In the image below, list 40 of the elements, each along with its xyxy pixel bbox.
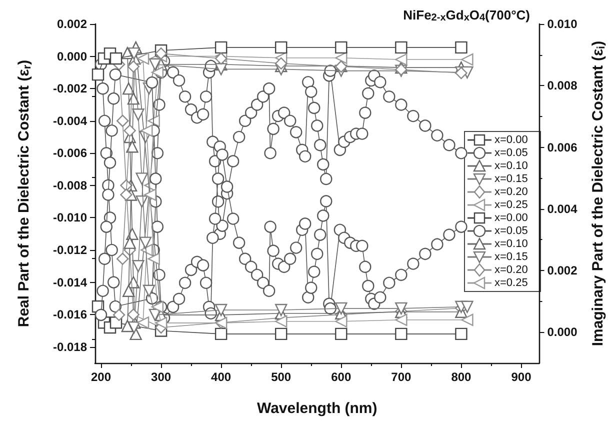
y-tick-label: -0.008: [52, 178, 88, 192]
y-tick-label: -0.002: [52, 82, 88, 96]
x-tick-label: 300: [151, 370, 172, 384]
y-tick-label: -0.012: [52, 243, 88, 257]
y2-axis-title: Imaginary Part of the Dielectric Costant (εi): [590, 40, 608, 346]
x-tick-label: 700: [391, 370, 412, 384]
x-axis-title: Wavelength (nm): [256, 400, 378, 417]
legend-label: x=0.10: [494, 238, 528, 250]
y-tick-label: -0.010: [52, 210, 88, 225]
y2-tick-label: 0.006: [547, 140, 578, 154]
y-tick-label: 0.000: [56, 49, 88, 64]
y-tick-label: -0.006: [52, 146, 88, 160]
legend-label: x=0.15: [494, 173, 528, 185]
x-tick-label: 400: [211, 370, 232, 384]
legend-label: x=0.05: [494, 225, 528, 237]
legend-label: x=0.20: [494, 186, 528, 198]
x-tick-label: 500: [271, 370, 292, 384]
legend-label: x=0.10: [494, 160, 528, 172]
legend-label: x=0.20: [494, 264, 528, 276]
legend-label: x=0.00: [494, 134, 528, 146]
y2-tick-label: 0.000: [547, 325, 578, 340]
y-tick-label: -0.014: [52, 275, 88, 290]
x-tick-label: 900: [511, 370, 532, 384]
legend-label: x=0.25: [494, 199, 528, 211]
y-tick-label: -0.004: [52, 114, 88, 128]
y2-tick-label: 0.008: [547, 78, 578, 93]
legend-label: x=0.15: [494, 251, 528, 263]
legend-label: x=0.25: [494, 277, 528, 289]
x-tick-label: 800: [451, 370, 472, 384]
legend-label: x=0.00: [494, 212, 528, 224]
y2-tick-label: 0.002: [547, 264, 578, 278]
y2-tick-label: 0.010: [547, 17, 578, 31]
y-axis-title: Real Part of the Dielectric Costant (εr): [16, 60, 34, 328]
y-tick-label: -0.018: [52, 340, 88, 354]
y-tick-label: 0.002: [56, 17, 88, 31]
x-tick-label: 600: [331, 370, 352, 384]
x-tick-label: 200: [90, 370, 112, 384]
legend-label: x=0.05: [494, 147, 528, 159]
y-tick-label: -0.016: [52, 308, 88, 322]
y2-tick-label: 0.004: [547, 202, 578, 216]
